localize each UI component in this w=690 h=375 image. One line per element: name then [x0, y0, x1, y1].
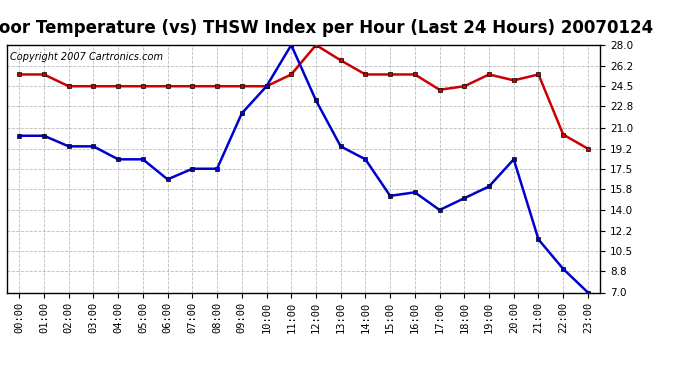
Text: Outdoor Temperature (vs) THSW Index per Hour (Last 24 Hours) 20070124: Outdoor Temperature (vs) THSW Index per …: [0, 19, 653, 37]
Text: Copyright 2007 Cartronics.com: Copyright 2007 Cartronics.com: [10, 53, 163, 62]
